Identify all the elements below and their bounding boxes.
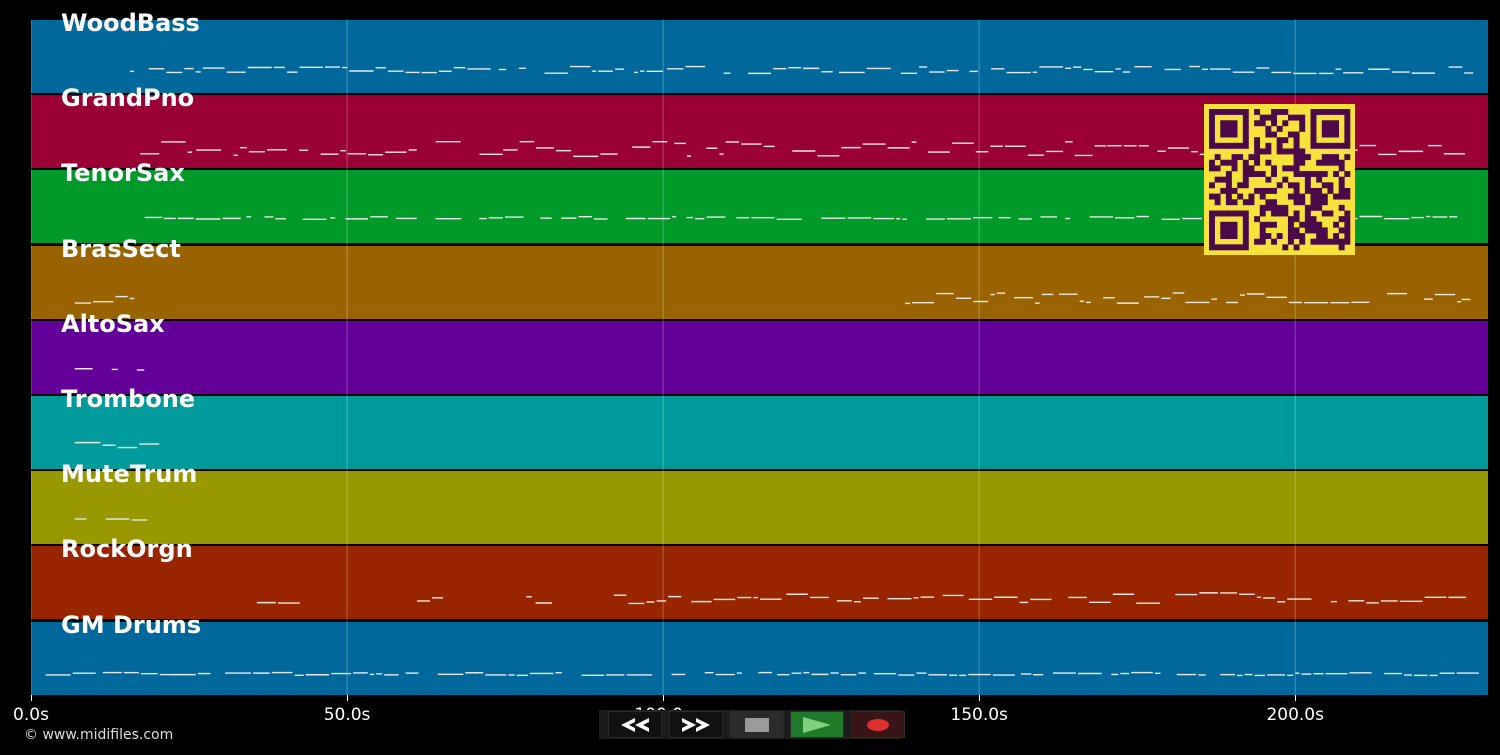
note-strip <box>74 292 1471 305</box>
note-strip <box>74 368 145 371</box>
track-lane[interactable]: GM Drums <box>31 611 1488 695</box>
note-strip <box>256 592 1467 605</box>
track-name: WoodBass <box>61 9 200 37</box>
rewind-icon <box>621 717 649 732</box>
note-strip <box>74 518 148 521</box>
track-lane[interactable]: RockOrgn <box>31 535 1488 619</box>
track-lane[interactable]: WoodBass <box>31 9 1488 93</box>
note-strip <box>74 441 160 449</box>
track-name: AltoSax <box>61 310 165 338</box>
note-strip <box>45 671 1479 677</box>
axis-tick-label: 0.0s <box>13 705 49 725</box>
track-lane[interactable]: BrasSect <box>31 235 1488 319</box>
fast-forward-icon <box>682 717 710 732</box>
rewind-button[interactable] <box>608 711 662 738</box>
track-lane[interactable]: Trombone <box>31 385 1488 469</box>
record-button[interactable] <box>851 711 905 738</box>
play-button[interactable] <box>790 711 844 738</box>
axis-tick-label: 50.0s <box>323 705 371 725</box>
axis-tickmark <box>31 695 32 701</box>
track-name: TenorSax <box>61 159 185 187</box>
qr-code <box>1204 104 1355 255</box>
track-lane[interactable]: MuteTrum <box>31 460 1488 544</box>
track-name: GrandPno <box>61 84 195 112</box>
axis-tickmark <box>1295 695 1297 701</box>
track-name: RockOrgn <box>61 535 193 563</box>
track-name: MuteTrum <box>61 460 198 488</box>
fast-forward-button[interactable] <box>669 711 723 738</box>
axis-tickmark <box>663 695 665 701</box>
stop-button[interactable] <box>730 711 784 738</box>
track-name: Trombone <box>61 385 196 413</box>
transport-controls <box>599 710 905 739</box>
axis-tick-label: 200.0s <box>1266 705 1324 725</box>
axis-tickmark <box>347 695 349 701</box>
track-lane[interactable]: AltoSax <box>31 310 1488 394</box>
play-icon <box>803 716 831 733</box>
stop-icon <box>745 717 769 732</box>
axis-tickmark <box>979 695 981 701</box>
track-name: BrasSect <box>61 235 181 263</box>
record-icon <box>867 718 889 731</box>
copyright-text: © www.midifiles.com <box>24 727 174 743</box>
note-strip <box>130 65 1474 75</box>
axis-tick-label: 150.0s <box>950 705 1008 725</box>
track-name: GM Drums <box>61 611 202 639</box>
